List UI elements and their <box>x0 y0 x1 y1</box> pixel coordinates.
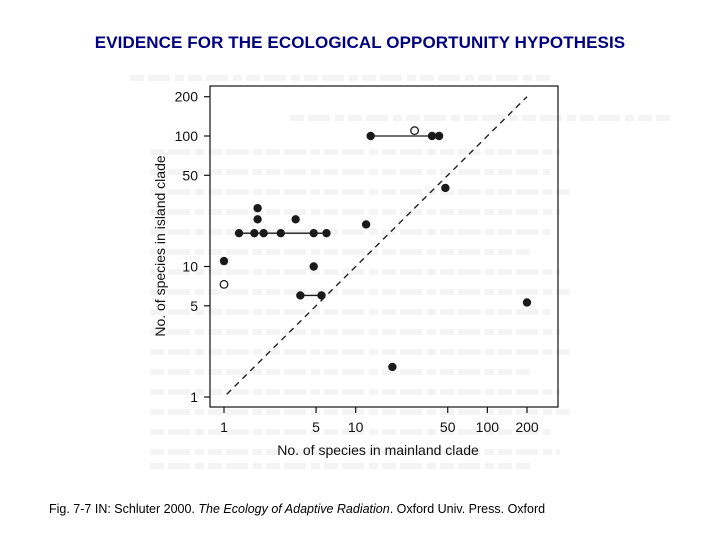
plot-frame <box>209 85 559 408</box>
caption-suffix: . Oxford Univ. Press. Oxford <box>389 502 546 516</box>
x-tick-label: 50 <box>440 419 456 435</box>
x-tick-label: 200 <box>515 419 539 435</box>
filled-data-point <box>522 298 532 307</box>
scatter-plot: 1 5 10 50 100 200 1 5 10 50 100 200 No. of species… <box>130 75 670 469</box>
filled-data-point <box>388 362 397 372</box>
filled-data-point <box>253 203 262 213</box>
caption-book-title: The Ecology of Adaptive Radiation <box>198 502 390 516</box>
filled-data-point <box>250 228 259 238</box>
one-to-one-reference-line <box>226 96 528 395</box>
x-axis-ticks: 1 5 10 50 100 200 <box>220 407 539 435</box>
filled-data-point <box>234 228 244 238</box>
filled-data-point <box>434 131 444 141</box>
y-axis-ticks: 1 5 10 50 100 200 <box>175 89 210 405</box>
background-text-texture <box>130 75 670 469</box>
filled-data-point <box>309 262 318 271</box>
filled-data-point <box>296 291 305 300</box>
filled-data-point <box>259 228 268 238</box>
x-axis-label: No. of species in mainland clade <box>277 442 479 458</box>
y-tick-label: 1 <box>190 389 198 405</box>
filled-data-point <box>361 220 371 229</box>
y-tick-label: 50 <box>182 167 198 183</box>
filled-data-point <box>441 183 450 193</box>
filled-data-point <box>427 131 437 141</box>
x-tick-label: 10 <box>348 419 364 435</box>
x-tick-label: 5 <box>312 419 320 435</box>
filled-data-point <box>317 291 326 300</box>
filled-data-point <box>366 131 375 141</box>
slide-title: EVIDENCE FOR THE ECOLOGICAL OPPORTUNITY … <box>94 33 626 52</box>
filled-data-point <box>322 228 331 238</box>
open-data-point <box>410 126 420 136</box>
filled-data-point <box>309 228 318 238</box>
x-tick-label: 100 <box>476 419 500 435</box>
y-tick-label: 10 <box>182 259 198 275</box>
y-tick-label: 100 <box>175 128 199 144</box>
y-axis-label: No. of species in island clade <box>152 155 168 337</box>
x-tick-label: 1 <box>220 419 228 435</box>
filled-data-point <box>253 215 262 224</box>
filled-data-point <box>291 215 300 224</box>
data-points <box>219 126 532 372</box>
open-data-point <box>219 279 229 289</box>
caption-prefix: Fig. 7-7 IN: Schluter 2000. <box>49 502 199 516</box>
y-tick-label: 200 <box>175 89 199 105</box>
y-tick-label: 5 <box>190 298 198 314</box>
figure-caption: Fig. 7-7 IN: Schluter 2000. The Ecology … <box>49 502 545 516</box>
filled-data-point <box>276 228 286 238</box>
filled-data-point <box>219 256 229 266</box>
